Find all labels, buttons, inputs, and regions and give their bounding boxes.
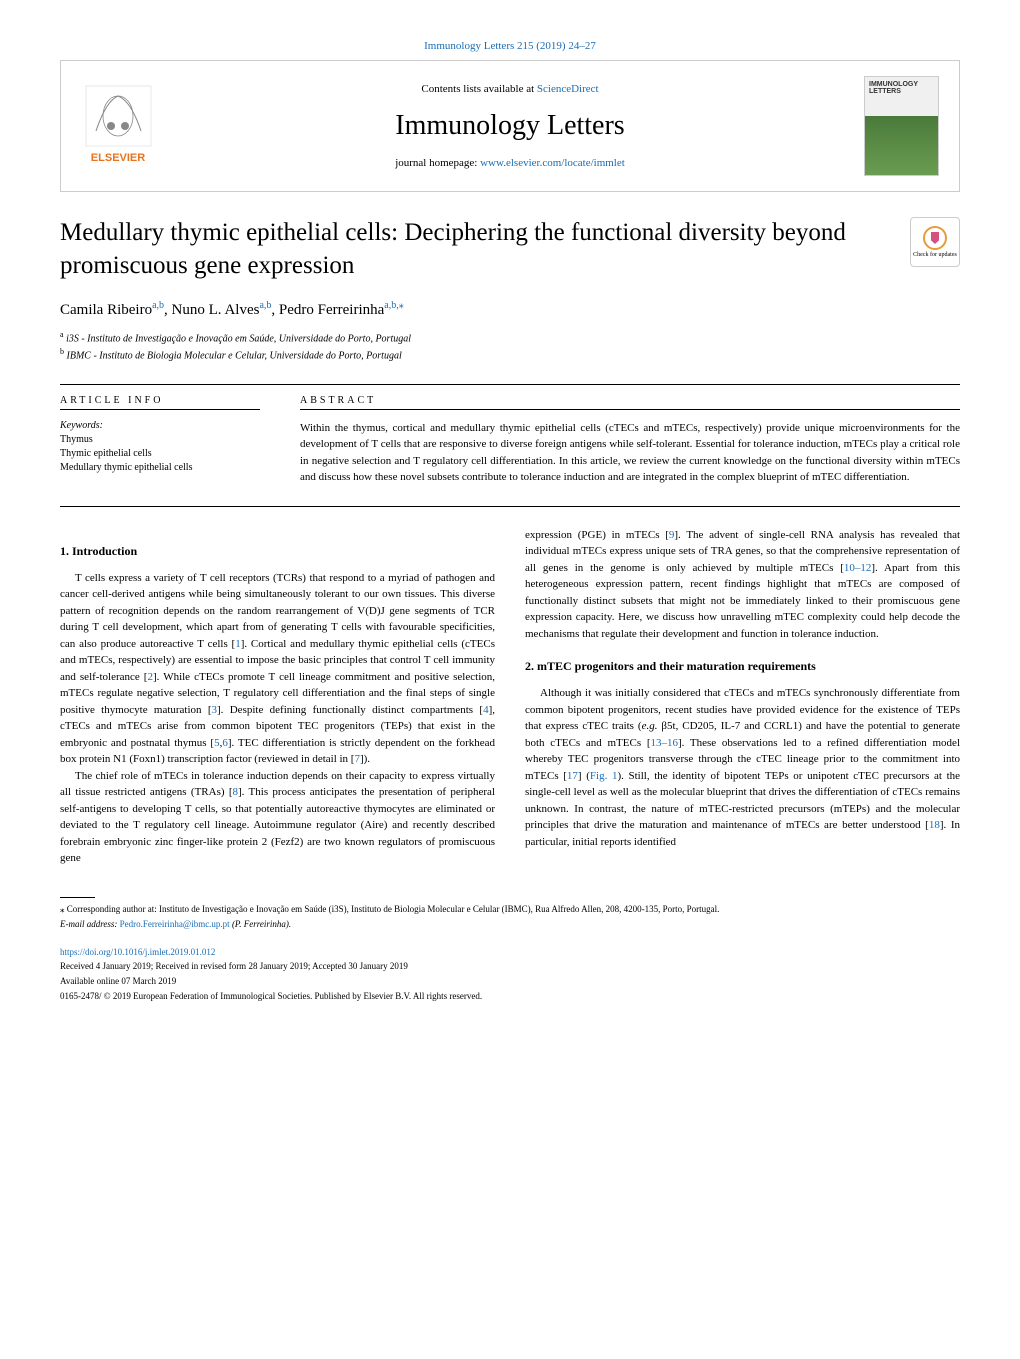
body-paragraph: T cells express a variety of T cell rece…: [60, 570, 495, 768]
affil-link[interactable]: b: [391, 300, 396, 311]
received-line: Received 4 January 2019; Received in rev…: [60, 960, 960, 973]
article-info: ARTICLE INFO Keywords: Thymus Thymic epi…: [60, 395, 260, 486]
info-divider: [300, 409, 960, 410]
citation-link[interactable]: 7: [354, 753, 360, 765]
affil-link[interactable]: b: [159, 300, 164, 311]
citation-link[interactable]: 18: [929, 819, 940, 831]
citation-link[interactable]: 3: [212, 704, 218, 716]
affil-link[interactable]: b: [266, 300, 271, 311]
available-line: Available online 07 March 2019: [60, 975, 960, 988]
header-center: Contents lists available at ScienceDirec…: [176, 83, 844, 169]
email-link[interactable]: Pedro.Ferreirinha@ibmc.up.pt: [120, 919, 230, 929]
citation-link[interactable]: 9: [669, 529, 675, 541]
info-divider: [60, 409, 260, 410]
sciencedirect-link[interactable]: ScienceDirect: [537, 83, 599, 95]
abstract: ABSTRACT Within the thymus, cortical and…: [300, 395, 960, 486]
contents-line: Contents lists available at ScienceDirec…: [176, 83, 844, 95]
citation-link[interactable]: 2: [147, 671, 153, 683]
journal-title: Immunology Letters: [176, 110, 844, 142]
column-right: expression (PGE) in mTECs [9]. The adven…: [525, 527, 960, 867]
citation-link[interactable]: 10–12: [844, 562, 872, 574]
authors: Camila Ribeiroa,b, Nuno L. Alvesa,b, Ped…: [60, 300, 960, 319]
homepage-line: journal homepage: www.elsevier.com/locat…: [176, 157, 844, 169]
body-paragraph: expression (PGE) in mTECs [9]. The adven…: [525, 527, 960, 643]
affil-link[interactable]: a: [152, 300, 156, 311]
article-title: Medullary thymic epithelial cells: Decip…: [60, 217, 890, 282]
abstract-text: Within the thymus, cortical and medullar…: [300, 420, 960, 486]
abstract-header: ABSTRACT: [300, 395, 960, 406]
corresponding-author: ⁎ Corresponding author at: Instituto de …: [60, 903, 960, 916]
column-left: 1. Introduction T cells express a variet…: [60, 527, 495, 867]
doi-line: https://doi.org/10.1016/j.imlet.2019.01.…: [60, 946, 960, 959]
elsevier-logo: ELSEVIER: [81, 81, 156, 171]
citation-link[interactable]: 17: [567, 770, 578, 782]
check-updates-badge[interactable]: Check for updates: [910, 217, 960, 267]
section-title: 1. Introduction: [60, 542, 495, 560]
info-abstract-row: ARTICLE INFO Keywords: Thymus Thymic epi…: [60, 395, 960, 486]
affil-link[interactable]: a: [259, 300, 263, 311]
footer-divider: [60, 897, 95, 898]
figure-link[interactable]: Fig. 1: [590, 770, 618, 782]
affiliations: a i3S - Instituto de Investigação e Inov…: [60, 329, 960, 364]
svg-text:ELSEVIER: ELSEVIER: [91, 152, 145, 164]
keywords-list: Thymus Thymic epithelial cells Medullary…: [60, 433, 260, 475]
citation-link[interactable]: 1: [235, 638, 241, 650]
citation-link[interactable]: 6: [222, 737, 228, 749]
check-updates-icon: [923, 226, 947, 250]
keywords-label: Keywords:: [60, 420, 260, 431]
divider: [60, 384, 960, 385]
footer: ⁎ Corresponding author at: Instituto de …: [60, 897, 960, 1003]
article-info-header: ARTICLE INFO: [60, 395, 260, 406]
body-paragraph: The chief role of mTECs in tolerance ind…: [60, 768, 495, 867]
divider: [60, 506, 960, 507]
citation-link[interactable]: 13–16: [651, 737, 679, 749]
journal-issue-link[interactable]: Immunology Letters 215 (2019) 24–27: [60, 40, 960, 52]
copyright-line: 0165-2478/ © 2019 European Federation of…: [60, 990, 960, 1003]
main-content: 1. Introduction T cells express a variet…: [60, 527, 960, 867]
body-paragraph: Although it was initially considered tha…: [525, 685, 960, 850]
journal-cover: IMMUNOLOGY LETTERS: [864, 76, 939, 176]
doi-link[interactable]: https://doi.org/10.1016/j.imlet.2019.01.…: [60, 947, 215, 957]
section-title: 2. mTEC progenitors and their maturation…: [525, 657, 960, 675]
journal-header: ELSEVIER Contents lists available at Sci…: [60, 60, 960, 192]
homepage-link[interactable]: www.elsevier.com/locate/immlet: [480, 157, 625, 169]
citation-link[interactable]: 5: [214, 737, 220, 749]
affil-link[interactable]: a: [384, 300, 388, 311]
title-row: Medullary thymic epithelial cells: Decip…: [60, 217, 960, 282]
citation-link[interactable]: 4: [483, 704, 489, 716]
corresponding-mark[interactable]: ⁎: [399, 300, 404, 311]
email-line: E-mail address: Pedro.Ferreirinha@ibmc.u…: [60, 918, 960, 931]
citation-link[interactable]: 8: [233, 786, 239, 798]
